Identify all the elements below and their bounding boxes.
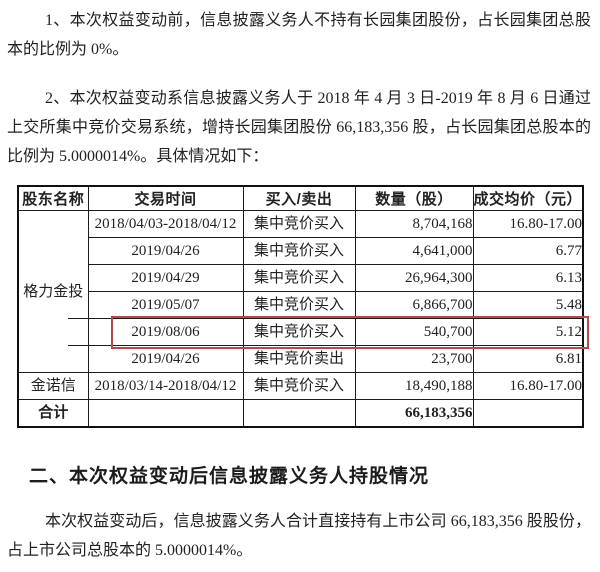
table-row: 2019/04/29 集中竞价买入 26,964,300 6.13 xyxy=(18,264,584,292)
empty-cell xyxy=(242,399,356,428)
trade-date-cell: 2019/05/07 xyxy=(87,291,244,319)
table-total-row: 合计 66,183,356 xyxy=(17,399,584,428)
price-cell: 5.12 xyxy=(472,318,584,346)
trade-date-cell: 2018/04/03-2018/04/12 xyxy=(87,210,244,238)
header-avg-price: 成交均价（元） xyxy=(472,185,584,211)
price-cell: 6.13 xyxy=(472,264,584,292)
total-quantity-cell: 66,183,356 xyxy=(354,399,474,428)
trade-date-cell: 2019/04/26 xyxy=(87,237,244,265)
section-heading: 二、本次权益变动后信息披露义务人持股情况 xyxy=(29,466,430,487)
table-row: 2019/04/26 集中竞价买入 4,641,000 6.77 xyxy=(18,237,584,265)
trade-date-cell: 2019/04/26 xyxy=(87,345,244,373)
price-cell: 6.77 xyxy=(472,237,584,265)
shareholder-name-cell: 格力金投 xyxy=(17,210,89,373)
paragraph-change-detail: 2、本次权益变动系信息披露义务人于 2018 年 4 月 3 日-2019 年 … xyxy=(7,90,591,165)
quantity-cell: 23,700 xyxy=(354,345,474,373)
quantity-cell: 6,866,700 xyxy=(354,291,474,319)
price-cell: 5.48 xyxy=(472,291,584,319)
trade-side-cell: 集中竞价买入 xyxy=(242,210,356,238)
trade-side-cell: 集中竞价买入 xyxy=(242,264,356,292)
header-quantity: 数量（股） xyxy=(354,185,474,211)
quantity-cell: 540,700 xyxy=(354,318,474,346)
paragraph-after-change: 本次权益变动后，信息披露义务人合计直接持有上市公司 66,183,356 股股份… xyxy=(7,513,591,559)
table-notch-line xyxy=(68,318,91,319)
price-cell: 16.80-17.00 xyxy=(472,372,584,400)
table-notch-line xyxy=(68,345,91,346)
shareholder-name-cell: 金诺信 xyxy=(17,372,89,400)
trade-side-cell: 集中竞价买入 xyxy=(242,237,356,265)
empty-cell xyxy=(87,399,244,428)
price-cell: 16.80-17.00 xyxy=(472,210,584,238)
transactions-table: 股东名称 交易时间 买入/卖出 数量（股） 成交均价（元） 格力金投 2018/… xyxy=(17,185,584,428)
quantity-cell: 4,641,000 xyxy=(354,237,474,265)
quantity-cell: 18,490,188 xyxy=(354,372,474,400)
trade-side-cell: 集中竞价买入 xyxy=(242,291,356,319)
trade-date-cell: 2018/03/14-2018/04/12 xyxy=(87,372,244,400)
quantity-cell: 8,704,168 xyxy=(354,210,474,238)
table-header-row: 股东名称 交易时间 买入/卖出 数量（股） 成交均价（元） xyxy=(17,185,584,211)
header-shareholder: 股东名称 xyxy=(17,185,89,211)
empty-cell xyxy=(472,399,584,428)
transactions-table-wrap: 股东名称 交易时间 买入/卖出 数量（股） 成交均价（元） 格力金投 2018/… xyxy=(17,185,589,428)
paragraph-before-change: 1、本次权益变动前，信息披露义务人不持有长园集团股份，占长园集团总股本的比例为 … xyxy=(7,12,591,58)
table-row: 格力金投 2018/04/03-2018/04/12 集中竞价买入 8,704,… xyxy=(17,210,584,373)
trade-side-cell: 集中竞价买入 xyxy=(242,318,356,346)
trade-side-cell: 集中竞价卖出 xyxy=(242,345,356,373)
price-cell: 6.81 xyxy=(472,345,584,373)
table-row: 2019/04/26 集中竞价卖出 23,700 6.81 xyxy=(18,345,584,373)
quantity-cell: 26,964,300 xyxy=(354,264,474,292)
table-row: 2019/05/07 集中竞价买入 6,866,700 5.48 xyxy=(18,291,584,319)
header-trade-time: 交易时间 xyxy=(87,185,244,211)
trade-side-cell: 集中竞价买入 xyxy=(242,372,356,400)
trade-date-cell: 2019/04/29 xyxy=(87,264,244,292)
header-buy-sell: 买入/卖出 xyxy=(242,185,356,211)
table-row-highlighted: 2019/08/06 集中竞价买入 540,700 5.12 xyxy=(18,318,584,346)
trade-date-cell: 2019/08/06 xyxy=(87,318,244,346)
total-label-cell: 合计 xyxy=(17,399,89,428)
table-row: 金诺信 2018/03/14-2018/04/12 集中竞价买入 18,490,… xyxy=(17,372,584,400)
